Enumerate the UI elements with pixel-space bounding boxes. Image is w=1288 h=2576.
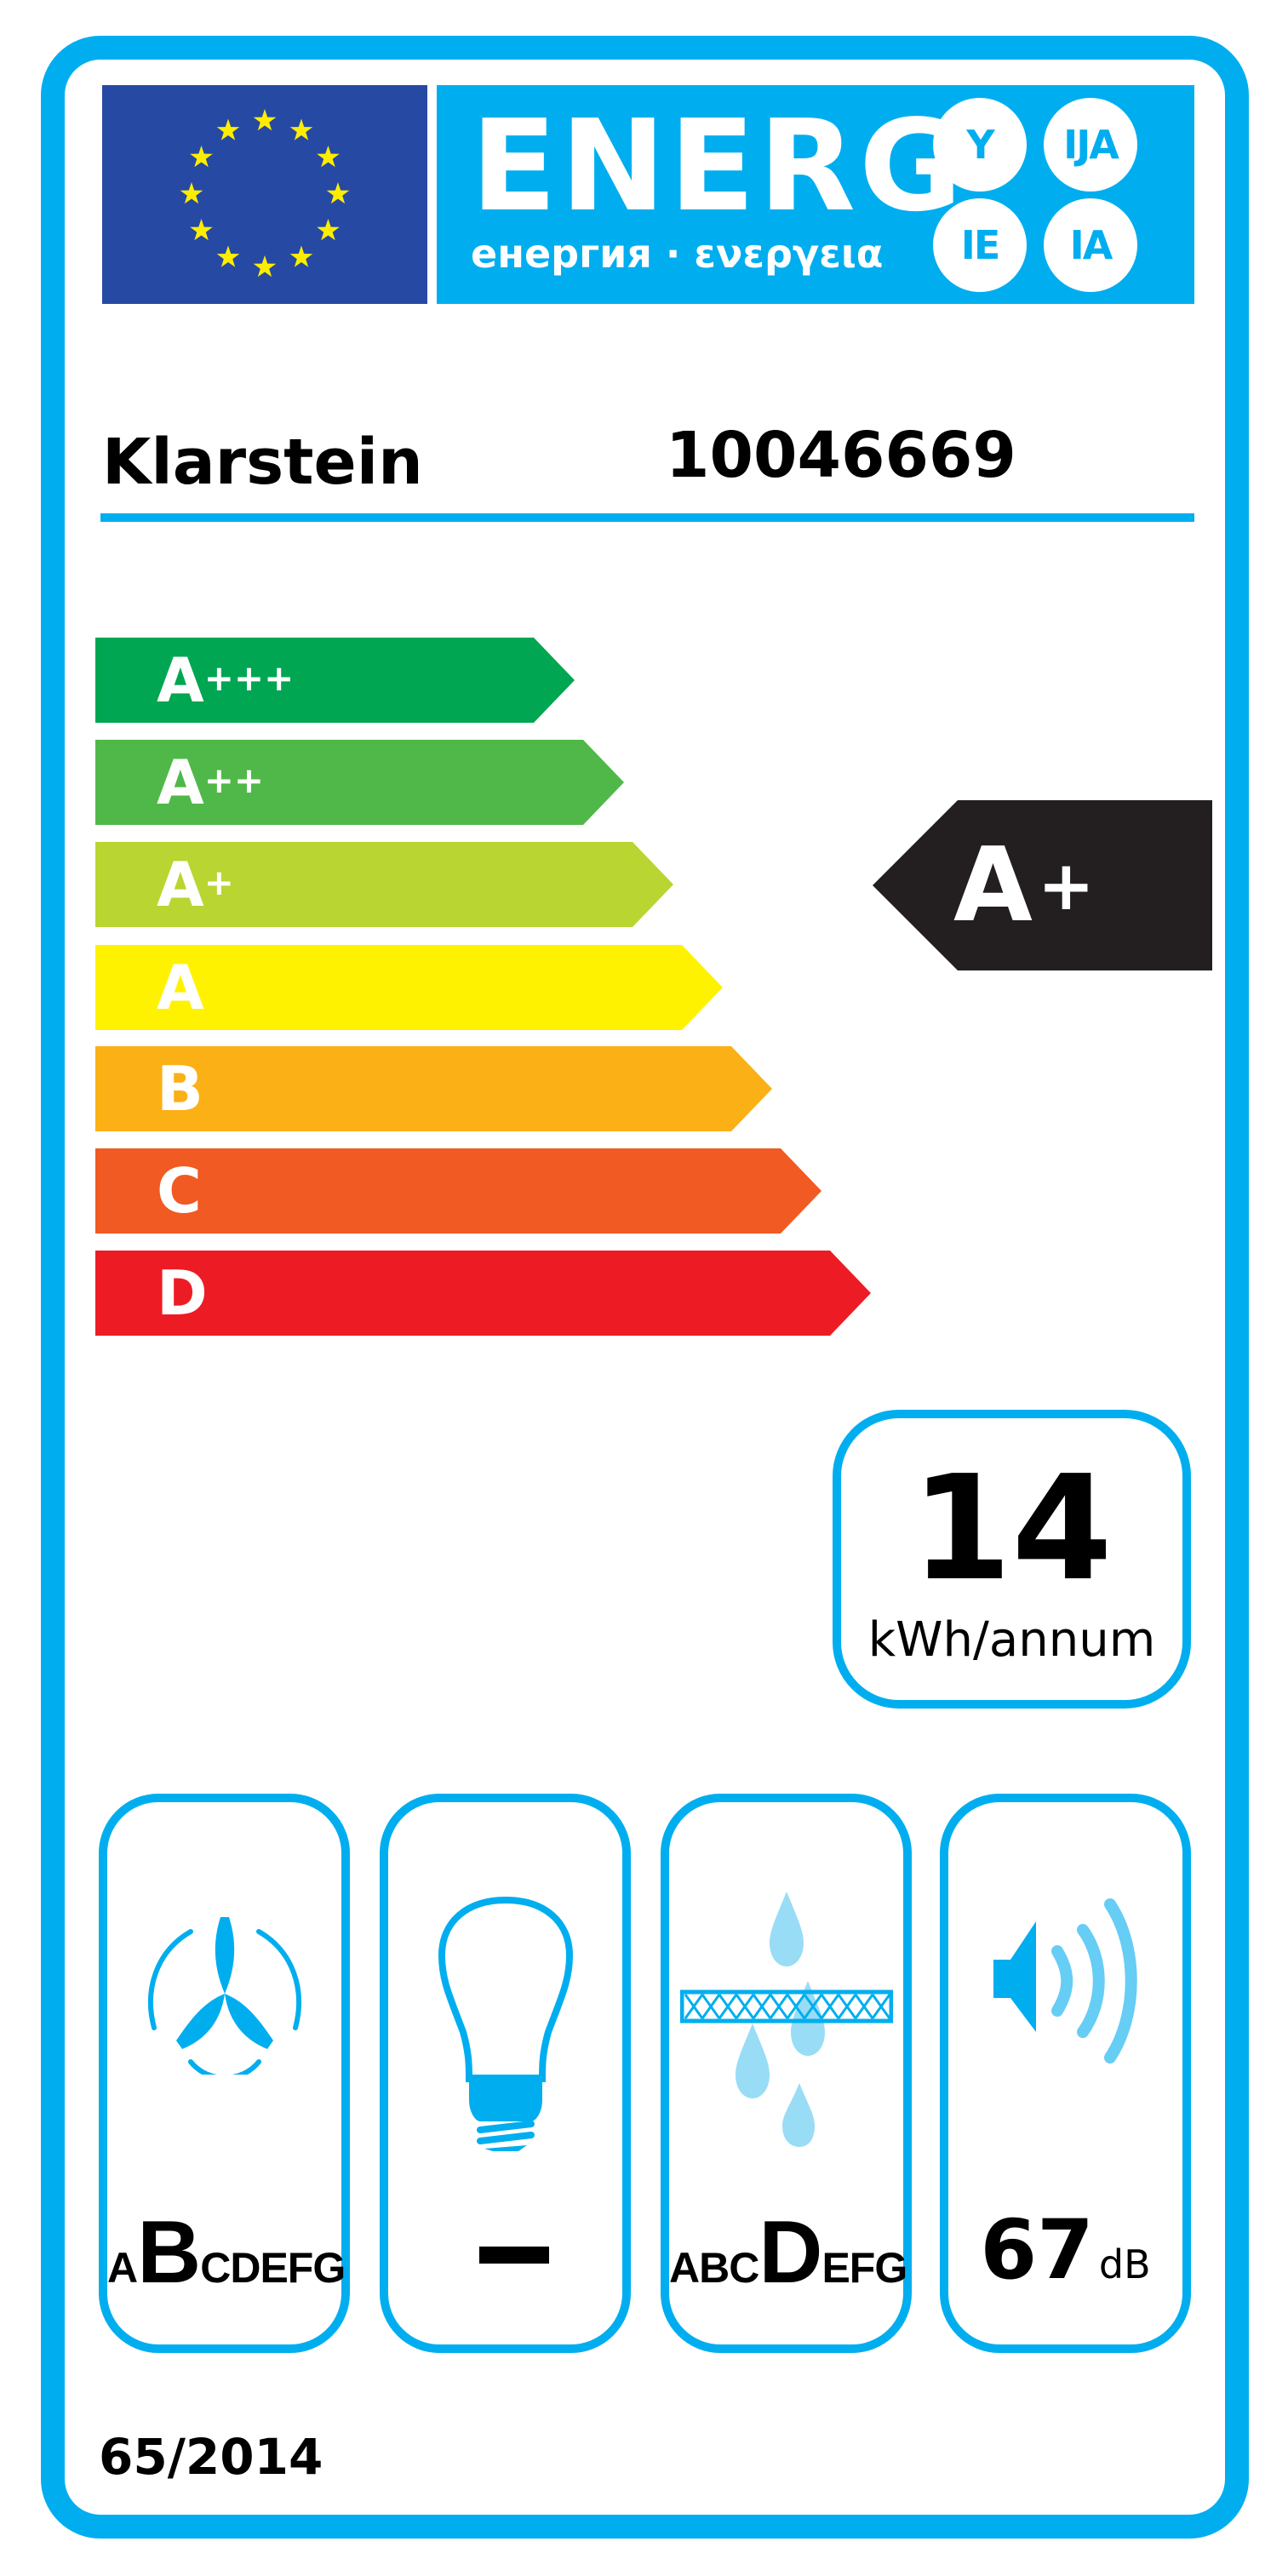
class-letter-g: G bbox=[874, 2244, 907, 2292]
class-letter-b: B bbox=[137, 2203, 201, 2302]
class-letter-d: D bbox=[758, 2203, 822, 2302]
star-icon bbox=[216, 245, 240, 267]
scale-bar-label: B bbox=[157, 1053, 203, 1125]
consumption-value: 14 bbox=[911, 1445, 1113, 1613]
scale-bar-b: B bbox=[95, 1046, 772, 1131]
star-icon bbox=[180, 182, 203, 204]
rating-class: A + bbox=[953, 826, 1095, 945]
class-letter-a: A bbox=[107, 2244, 138, 2292]
scale-bar-app: A ++ bbox=[95, 740, 624, 825]
suffix-ia: IA bbox=[1044, 198, 1137, 292]
star-icon bbox=[253, 109, 277, 131]
star-icon bbox=[216, 118, 240, 140]
scale-bar-label: A ++ bbox=[157, 747, 265, 818]
fluid-dynamic-efficiency-box: ABCDEFG bbox=[99, 1794, 350, 2353]
lighting-efficiency-box bbox=[380, 1794, 631, 2353]
fan-icon bbox=[147, 1917, 301, 2075]
suffix-y: Y bbox=[933, 98, 1027, 192]
brand-name: Klarstein bbox=[102, 426, 423, 499]
scale-bar-label: A +++ bbox=[157, 644, 295, 716]
scale-bar-a: A bbox=[95, 945, 723, 1030]
energy-banner: ENERG енергия · ενεργεια Y IJA IE IA bbox=[437, 85, 1194, 304]
scale-bar-c: C bbox=[95, 1148, 821, 1234]
scale-bar-ap: A + bbox=[95, 842, 673, 927]
scale-bar-label: A + bbox=[157, 849, 234, 920]
label-frame bbox=[41, 36, 1249, 2539]
star-icon bbox=[253, 255, 277, 278]
noise-level: 67 dB bbox=[980, 2202, 1151, 2298]
lighting-class-not-applicable bbox=[479, 2247, 549, 2264]
class-letter-f: F bbox=[287, 2244, 314, 2292]
suffix-ija: IJA bbox=[1044, 98, 1137, 192]
scale-bar-appp: A +++ bbox=[95, 638, 575, 723]
class-letter-d: D bbox=[230, 2244, 260, 2292]
star-icon bbox=[289, 245, 313, 267]
class-letter-b: B bbox=[699, 2244, 730, 2292]
speaker-icon bbox=[993, 1898, 1137, 2064]
class-letter-e: E bbox=[821, 2244, 850, 2292]
star-icon bbox=[289, 118, 313, 140]
class-letter-a: A bbox=[669, 2244, 700, 2292]
class-letter-g: G bbox=[312, 2244, 346, 2292]
scale-bar-label: A bbox=[157, 952, 204, 1023]
class-letter-f: F bbox=[849, 2244, 876, 2292]
class-letter-c: C bbox=[729, 2244, 759, 2292]
class-letter-c: C bbox=[200, 2244, 231, 2292]
regulation-number: 65/2014 bbox=[99, 2428, 323, 2486]
suffix-ie: IE bbox=[933, 198, 1027, 292]
noise-box: 67 dB bbox=[940, 1794, 1191, 2353]
scale-bar-label: D bbox=[157, 1257, 208, 1329]
divider bbox=[100, 513, 1194, 522]
grease-filter-class: ABCDEFG bbox=[669, 2202, 907, 2304]
scale-bar-d: D bbox=[95, 1251, 871, 1336]
grease-filter-icon bbox=[679, 1892, 893, 2147]
energy-consumption-box: 14 kWh/annum bbox=[833, 1410, 1191, 1709]
grease-filtering-efficiency-box: ABCDEFG bbox=[661, 1794, 912, 2353]
eu-stars-icon bbox=[180, 109, 350, 278]
energy-subtitle: енергия · ενεργεια bbox=[471, 231, 884, 277]
fan-efficiency-class: ABCDEFG bbox=[107, 2202, 346, 2304]
class-letter-e: E bbox=[260, 2244, 288, 2292]
light-bulb-icon bbox=[438, 1896, 573, 2151]
scale-bar-label: C bbox=[157, 1155, 202, 1227]
rating-arrow: A + bbox=[873, 800, 1212, 970]
eu-flag bbox=[102, 85, 427, 304]
energy-word: ENERG bbox=[471, 93, 966, 239]
consumption-unit: kWh/annum bbox=[867, 1612, 1156, 1668]
star-icon bbox=[190, 219, 213, 241]
star-icon bbox=[190, 146, 213, 168]
star-icon bbox=[326, 182, 350, 204]
model-number: 10046669 bbox=[666, 419, 1016, 492]
star-icon bbox=[317, 219, 340, 241]
star-icon bbox=[317, 146, 340, 168]
